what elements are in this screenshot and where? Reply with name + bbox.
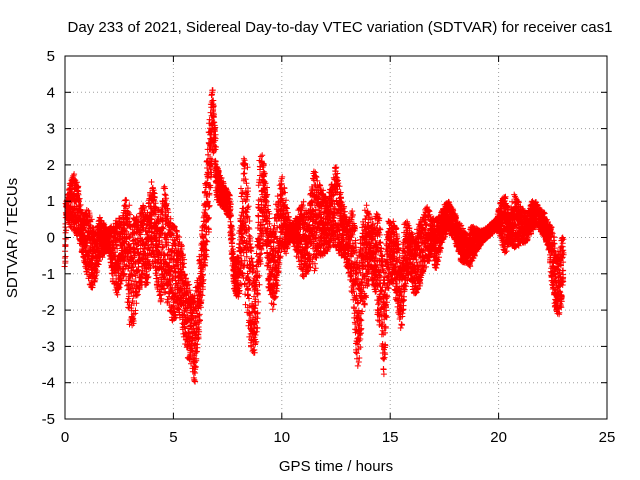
y-tick-label: -5 (42, 411, 55, 428)
data-point-group (350, 202, 382, 369)
x-tick-label: 0 (61, 429, 69, 446)
x-tick-label: 25 (599, 429, 616, 446)
y-axis-label: SDTVAR / TECUs (4, 178, 21, 298)
y-tick-label: -3 (42, 338, 55, 355)
y-tick-label: -1 (42, 266, 55, 283)
y-tick-label: 4 (47, 84, 55, 101)
x-axis-label: GPS time / hours (279, 458, 393, 475)
x-tick-label: 5 (169, 429, 177, 446)
data-point-group (543, 216, 567, 318)
data-point-group (133, 179, 165, 305)
y-tick-label: 1 (47, 193, 55, 210)
y-tick-label: 0 (47, 230, 55, 247)
grid (65, 56, 607, 419)
chart-title: Day 233 of 2021, Sidereal Day-to-day VTE… (68, 19, 613, 36)
y-tick-label: -2 (42, 302, 55, 319)
data-point-group (398, 205, 430, 320)
data-point-group (326, 164, 358, 311)
data-point-group (519, 198, 550, 246)
y-tick-label: 5 (47, 48, 55, 65)
data-point-group (423, 198, 454, 271)
data-point-group (374, 214, 406, 378)
data-point-group (495, 191, 526, 256)
data-point-group (254, 152, 285, 316)
data-points (61, 87, 567, 385)
data-point-group (230, 155, 261, 356)
data-point-group (109, 196, 141, 329)
data-point-group (278, 173, 310, 280)
x-tick-label: 10 (273, 429, 290, 446)
x-tick-label: 20 (490, 429, 507, 446)
y-tick-label: 3 (47, 121, 55, 138)
y-tick-label: -4 (42, 375, 55, 392)
y-tick-label: 2 (47, 157, 55, 174)
x-tick-label: 15 (382, 429, 399, 446)
data-point-group (85, 210, 117, 291)
data-point-group (158, 183, 189, 347)
axis-ticks: 0 5 10 15 20 25 -5 -4 -3 -2 -1 0 1 2 3 4 5 (42, 48, 616, 446)
data-point-group (471, 208, 502, 256)
data-point-group (182, 120, 213, 385)
data-point-group (206, 87, 237, 285)
data-point-group (447, 204, 478, 270)
data-point-group (302, 168, 333, 278)
